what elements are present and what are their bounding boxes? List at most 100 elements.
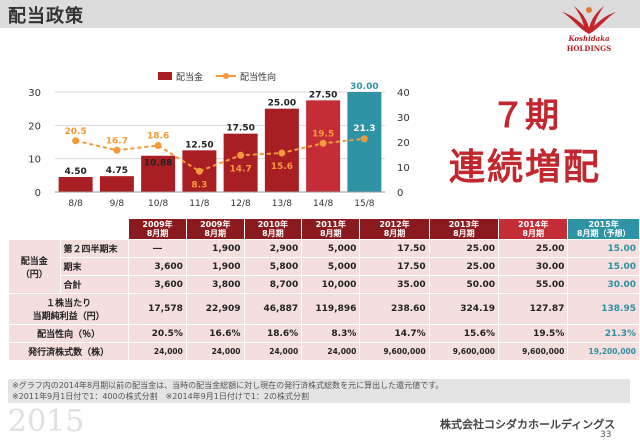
cell: 2,900 bbox=[243, 239, 303, 258]
payout-value-label: 20.5 bbox=[65, 127, 87, 137]
payout-point bbox=[278, 149, 286, 157]
payout-value-label: 21.3 bbox=[353, 124, 375, 134]
bar-value-label: 10.88 bbox=[144, 159, 172, 169]
bar bbox=[58, 177, 93, 192]
table-row: 合計 3,600 3,800 8,700 10,000 35.00 50.00 … bbox=[9, 275, 640, 294]
payout-point bbox=[113, 146, 121, 154]
chart-legend: 配当金 配当性向 bbox=[158, 71, 276, 83]
cell: 3,800 bbox=[185, 275, 245, 294]
legend-bar-label: 配当金 bbox=[176, 71, 203, 83]
cell: 25.00 bbox=[428, 257, 500, 276]
dividend-table: 2009年 8月期 2009年 8月期 2010年 8月期 2011年 8月期 2012… bbox=[7, 218, 640, 361]
payout-value-label: 18.6 bbox=[147, 132, 169, 142]
header-cell: 2015年 8月期（予想） bbox=[567, 218, 640, 240]
cell: 1,900 bbox=[185, 239, 245, 258]
eps-label: １株当たり 当期純利益（円） bbox=[7, 293, 130, 325]
row-label: 期末 bbox=[59, 257, 130, 276]
payout-point bbox=[154, 142, 162, 149]
header-cell: 2009年 8月期 bbox=[185, 218, 245, 240]
cell: 10,000 bbox=[301, 275, 361, 294]
cell: 25.00 bbox=[428, 239, 500, 258]
cell: 35.00 bbox=[359, 275, 430, 294]
cell: 24,000 bbox=[128, 342, 187, 361]
cell: 14.7% bbox=[359, 324, 430, 343]
y-right-tick-label: 40 bbox=[397, 88, 410, 99]
payout-point bbox=[319, 139, 327, 147]
chart-axes: 0 10 20 30 0 10 20 30 40 8/8 9/8 10/8 11/8 12/8 13/8 14… bbox=[28, 88, 409, 209]
page-title: 配当政策 bbox=[8, 6, 84, 27]
cell: 24,000 bbox=[185, 342, 245, 361]
cell: 5,000 bbox=[301, 257, 361, 276]
cell: 50.00 bbox=[428, 275, 500, 294]
footnote: ※2011年9月1日付で1：400の株式分割 ※2014年9月1日付けで1：2の… bbox=[12, 392, 310, 401]
payout-point bbox=[237, 151, 245, 159]
y-right-tick-label: 20 bbox=[397, 138, 410, 149]
cell: 20.5% bbox=[128, 324, 187, 343]
highlight-period: ７期 bbox=[491, 96, 559, 136]
x-tick-label: 14/8 bbox=[313, 199, 333, 209]
cell: 15.00 bbox=[567, 239, 640, 258]
table-row: 配当性向（％） 20.5% 16.6% 18.6% 8.3% 14.7% 15.… bbox=[7, 324, 640, 343]
header-cell: 2012年 8月期 bbox=[359, 218, 430, 240]
x-tick-label: 12/8 bbox=[231, 199, 251, 209]
legend-line-marker bbox=[223, 73, 229, 79]
cell: 17,578 bbox=[128, 293, 187, 325]
bar-value-label: 27.50 bbox=[309, 90, 337, 100]
legend-line-label: 配当性向 bbox=[240, 71, 276, 83]
bar-value-label: 30.00 bbox=[350, 82, 378, 92]
bar-value-label: 25.00 bbox=[268, 99, 296, 109]
cell: ― bbox=[128, 239, 187, 258]
legend-bar-swatch bbox=[158, 72, 172, 80]
logo-subtext: HOLDINGS bbox=[566, 44, 612, 53]
payout-value-label: 19.5 bbox=[312, 129, 334, 139]
table-row: 期末 3,600 1,900 5,800 5,000 17.50 25.00 3… bbox=[9, 257, 640, 276]
payout-point bbox=[360, 135, 368, 143]
cell: 22,909 bbox=[185, 293, 245, 325]
title-bar bbox=[0, 0, 640, 28]
x-tick-label: 13/8 bbox=[272, 199, 292, 209]
cell: 9,600,000 bbox=[359, 342, 430, 361]
table-header-row: 2009年 8月期 2009年 8月期 2010年 8月期 2011年 8月期 2012… bbox=[8, 218, 640, 240]
header-cell: 2013年 8月期 bbox=[428, 218, 500, 240]
x-tick-label: 15/8 bbox=[354, 199, 374, 209]
company-name: 株式会社コシダカホールディングス bbox=[440, 418, 616, 431]
payout-value-label: 16.7 bbox=[106, 136, 128, 146]
x-tick-label: 9/8 bbox=[110, 199, 125, 209]
cell: 16.6% bbox=[185, 324, 245, 343]
cell: 24,000 bbox=[243, 342, 303, 361]
shares-label: 発行済株式数（株） bbox=[7, 342, 130, 361]
table-row: １株当たり 当期純利益（円） 17,578 22,909 46,887 119,8… bbox=[7, 293, 640, 325]
payout-point bbox=[72, 137, 80, 145]
cell: 15.00 bbox=[567, 257, 640, 276]
company-logo: Koshidaka HOLDINGS bbox=[548, 4, 630, 62]
bar bbox=[223, 133, 258, 192]
bar-value-label: 12.50 bbox=[185, 140, 213, 150]
cell: 8,700 bbox=[243, 275, 303, 294]
table-row: 発行済株式数（株） 24,000 24,000 24,000 24,000 9,… bbox=[7, 342, 640, 361]
payout-line-series: 20.5 16.7 18.6 8.3 14.7 15.6 19.5 21.3 bbox=[65, 124, 376, 191]
header-cell: 2014年 8月期 bbox=[498, 218, 569, 240]
cell: 24,000 bbox=[301, 342, 361, 361]
payout-value-label: 8.3 bbox=[191, 180, 207, 190]
cell: 46,887 bbox=[243, 293, 303, 325]
x-tick-label: 10/8 bbox=[148, 199, 168, 209]
bar-value-label: 17.50 bbox=[226, 124, 254, 134]
cell: 127.87 bbox=[498, 293, 569, 325]
footnotes: ※グラフ内の2014年8月期以前の配当金は、当時の配当金総額に対し現在の発行済株… bbox=[8, 379, 630, 403]
cell: 5,800 bbox=[243, 257, 303, 276]
cell: 19.5% bbox=[498, 324, 569, 343]
cell: 19,200,000 bbox=[567, 342, 640, 361]
cell: 138.95 bbox=[567, 293, 640, 325]
cell: 17.50 bbox=[359, 239, 430, 258]
cell: 55.00 bbox=[498, 275, 569, 294]
y-left-tick-label: 20 bbox=[28, 121, 41, 132]
cell: 119,896 bbox=[301, 293, 361, 325]
row-label: 合計 bbox=[59, 275, 130, 294]
y-right-tick-label: 0 bbox=[397, 188, 403, 199]
logo-wordmark: Koshidaka bbox=[568, 34, 610, 43]
payout-value-label: 15.6 bbox=[271, 162, 293, 172]
table-row: 配当金 （円） 第２四半期末 ― 1,900 2,900 5,000 17.50 … bbox=[8, 239, 640, 294]
page-number: 33 bbox=[600, 430, 612, 440]
year-watermark: 2015 bbox=[8, 404, 85, 439]
cell: 21.3% bbox=[567, 324, 640, 343]
